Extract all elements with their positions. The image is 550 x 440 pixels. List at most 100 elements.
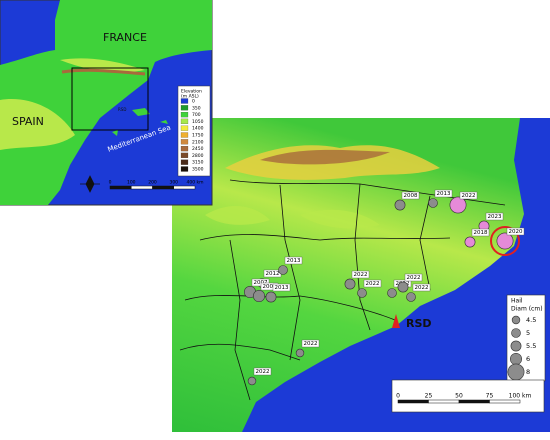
scale-label: 50 [455, 393, 463, 400]
year-label: 2018 [474, 230, 488, 236]
scale-segment [489, 399, 521, 404]
hail-marker [295, 348, 305, 358]
year-label: 2022 [415, 285, 429, 291]
boundaries [179, 179, 506, 401]
legend-title: Hail [511, 298, 523, 305]
scale-segment [152, 185, 174, 190]
legend-label: 2100 [192, 139, 204, 145]
legend-subtitle: Diam (cm) [511, 306, 543, 313]
hail-marker [278, 265, 288, 275]
legend-label: 5.5 [526, 342, 536, 350]
year-tag [471, 228, 490, 237]
legend-symbol [511, 315, 521, 325]
hail-marker [344, 278, 356, 290]
scale-segment [397, 399, 429, 404]
legend-swatch [180, 139, 189, 145]
legend-label: 3150 [192, 160, 204, 166]
year-label: 2022 [462, 193, 476, 199]
year-label: 2012 [266, 271, 280, 277]
pyrenees-peaks [260, 149, 390, 165]
scale-label: 25 [425, 393, 433, 400]
legend-label: 1750 [192, 133, 204, 139]
scale-segment [109, 185, 132, 190]
legend-swatch [180, 146, 189, 152]
year-label: 2013 [275, 285, 289, 291]
scale-label: 200 [148, 180, 157, 186]
legend-title: Elevation [181, 89, 202, 95]
legend-swatch [180, 111, 189, 118]
legend-label: 3500 [192, 167, 204, 173]
legend-label: 8 [526, 368, 530, 376]
legend-subtitle: (m ASL) [181, 94, 199, 100]
legend-swatch [180, 132, 189, 138]
scale-label: 400 km [186, 180, 203, 186]
scale-segment [428, 399, 460, 404]
uplands [205, 205, 380, 229]
site-label: RSD [406, 317, 432, 330]
scale-box [391, 379, 545, 413]
elevation-legend: Elevation (m ASL) 0350700105014001750210… [177, 85, 211, 177]
year-label: 2013 [437, 191, 451, 197]
scale-label: 75 [486, 393, 494, 400]
scale-segment [131, 185, 153, 190]
year-tag [251, 278, 270, 287]
legend-label: 1400 [192, 126, 204, 132]
hail-marker [449, 196, 467, 214]
legend-label: 2450 [192, 146, 204, 152]
legend-swatch [180, 159, 189, 165]
legend-symbol [510, 340, 522, 352]
legend-label: 1050 [192, 119, 204, 125]
hail-marker [464, 236, 476, 248]
inset-land [0, 0, 212, 205]
year-tag [412, 283, 431, 292]
hail-marker [394, 199, 406, 211]
hail-marker [397, 281, 409, 293]
year-tag [404, 273, 423, 282]
legend-swatch [180, 125, 189, 131]
year-tag [253, 367, 272, 376]
year-label: 2022 [354, 272, 368, 278]
country-label: FRANCE [103, 31, 147, 44]
inset-scale: 0 100 200 300 400 km [109, 180, 204, 190]
year-label: 2022 [366, 281, 380, 287]
scale-label: 300 [169, 180, 178, 186]
main-scale: 0 25 50 75 100 km [391, 379, 545, 413]
hail-legend: Hail Diam (cm) 4.5 5 5.5 6 8 [506, 294, 546, 382]
year-tag [485, 212, 504, 221]
legend-swatch [180, 105, 189, 111]
hail-marker [496, 232, 514, 250]
scale-label: 0 [109, 180, 112, 186]
scale-label: 100 km [509, 393, 532, 400]
year-label: 2020 [509, 229, 523, 235]
year-label: 2022 [256, 369, 270, 375]
scale-label: 100 [127, 180, 136, 186]
year-tag [401, 191, 420, 200]
year-tag [284, 256, 303, 265]
balearic-islands [112, 108, 168, 136]
north-arrow [80, 175, 100, 193]
legend-label: 4.5 [526, 316, 536, 324]
year-tag [506, 227, 525, 236]
year-label: 2013 [287, 258, 301, 264]
year-tag [363, 279, 382, 288]
year-tag [459, 191, 478, 200]
highlight-circle [490, 226, 520, 256]
legend-label: 5 [526, 329, 530, 337]
legend-swatch [180, 152, 189, 158]
hail-marker [253, 289, 266, 302]
year-label: 2007 [254, 280, 268, 286]
year-label: 2023 [488, 214, 502, 220]
scale-label: 0 [396, 393, 400, 400]
year-tag [272, 283, 291, 292]
hail-marker [247, 376, 257, 386]
hail-marker [387, 288, 397, 298]
country-label: SPAIN [12, 115, 44, 128]
legend-symbol [509, 352, 522, 365]
legend-symbol [511, 328, 521, 338]
scale-segment [458, 399, 490, 404]
year-tag [351, 270, 370, 279]
hail-marker [406, 292, 416, 302]
legend-label: 0 [192, 99, 195, 105]
legend-swatch [180, 118, 189, 125]
